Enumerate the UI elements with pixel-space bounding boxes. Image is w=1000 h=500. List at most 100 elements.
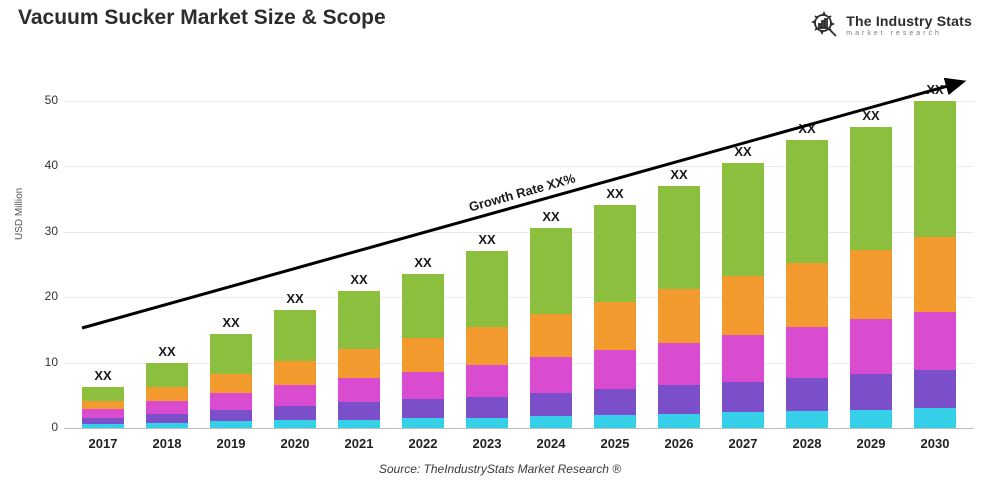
bar-segment: [210, 374, 252, 392]
bar-segment: [594, 389, 636, 415]
bar-segment: [850, 250, 892, 319]
x-tick: 2029: [850, 436, 892, 451]
bar-segment: [82, 418, 124, 424]
x-tick: 2024: [530, 436, 572, 451]
bar-segment: [594, 205, 636, 301]
bar-group: XX: [594, 68, 636, 428]
bar-segment: [82, 401, 124, 409]
bar-segment: [338, 291, 380, 350]
bar-group: XX: [146, 68, 188, 428]
y-tick: 0: [10, 420, 58, 434]
bar-segment: [338, 402, 380, 419]
bar-group: XX: [402, 68, 444, 428]
bar-segment: [914, 408, 956, 428]
bar-group: XX: [850, 68, 892, 428]
y-tick: 40: [10, 158, 58, 172]
x-tick: 2021: [338, 436, 380, 451]
bar-segment: [146, 414, 188, 423]
bar-segment: [722, 276, 764, 335]
bar-segment: [82, 387, 124, 401]
bar-segment: [274, 420, 316, 428]
x-axis-baseline: [64, 428, 974, 429]
bar-value-label: XX: [670, 167, 687, 182]
bar-value-label: XX: [414, 255, 431, 270]
bar-value-label: XX: [734, 144, 751, 159]
x-tick: 2025: [594, 436, 636, 451]
bar-segment: [466, 327, 508, 365]
bar-segment: [594, 350, 636, 389]
bar-group: XX: [914, 68, 956, 428]
source-attribution: Source: TheIndustryStats Market Research…: [0, 462, 1000, 476]
bar-segment: [850, 319, 892, 373]
bar-segment: [530, 416, 572, 428]
bar-group: XX: [530, 68, 572, 428]
bar-segment: [274, 406, 316, 420]
bar-segment: [722, 163, 764, 276]
bar-segment: [146, 387, 188, 400]
bar-value-label: XX: [606, 186, 623, 201]
bar-segment: [722, 335, 764, 381]
bar-segment: [530, 228, 572, 314]
bar-segment: [786, 411, 828, 428]
bar-segment: [274, 310, 316, 361]
bar-segment: [658, 289, 700, 343]
bar-group: XX: [82, 68, 124, 428]
x-tick: 2017: [82, 436, 124, 451]
bar-value-label: XX: [862, 108, 879, 123]
bar-segment: [402, 418, 444, 428]
brand-tagline: market research: [846, 30, 972, 37]
x-tick: 2022: [402, 436, 444, 451]
bar-segment: [658, 385, 700, 413]
bar-segment: [530, 393, 572, 417]
bar-segment: [466, 251, 508, 327]
x-tick: 2027: [722, 436, 764, 451]
brand-text: The Industry Stats market research: [846, 14, 972, 37]
gear-magnifier-icon: [810, 10, 840, 40]
bar-segment: [914, 312, 956, 370]
bar-value-label: XX: [478, 232, 495, 247]
bar-segment: [210, 393, 252, 410]
bar-segment: [274, 385, 316, 406]
brand-name: The Industry Stats: [846, 14, 972, 28]
bar-segment: [722, 412, 764, 428]
bar-segment: [594, 302, 636, 350]
bar-segment: [338, 420, 380, 429]
bar-value-label: XX: [350, 272, 367, 287]
y-tick: 50: [10, 93, 58, 107]
x-tick: 2020: [274, 436, 316, 451]
bar-group: XX: [210, 68, 252, 428]
x-tick: 2028: [786, 436, 828, 451]
bar-segment: [658, 186, 700, 289]
x-tick: 2019: [210, 436, 252, 451]
x-tick: 2030: [914, 436, 956, 451]
bar-segment: [402, 399, 444, 418]
bar-segment: [786, 263, 828, 327]
bar-segment: [146, 363, 188, 388]
bar-segment: [594, 415, 636, 428]
brand-logo: The Industry Stats market research: [810, 10, 972, 40]
bar-value-label: XX: [94, 368, 111, 383]
bar-segment: [786, 327, 828, 377]
bar-segment: [210, 421, 252, 428]
bar-segment: [914, 101, 956, 237]
bar-segment: [722, 382, 764, 413]
bar-group: XX: [722, 68, 764, 428]
bar-segment: [658, 343, 700, 386]
bar-value-label: XX: [542, 209, 559, 224]
bar-segment: [402, 274, 444, 338]
bar-segment: [274, 361, 316, 385]
bar-segment: [82, 424, 124, 428]
bar-segment: [210, 410, 252, 422]
bar-value-label: XX: [926, 82, 943, 97]
bar-segment: [466, 365, 508, 396]
bar-segment: [786, 140, 828, 263]
bar-segment: [146, 401, 188, 414]
bar-group: XX: [466, 68, 508, 428]
bar-segment: [914, 237, 956, 312]
bar-segment: [530, 314, 572, 357]
bar-segment: [466, 397, 508, 418]
bar-segment: [786, 378, 828, 411]
bar-segment: [850, 127, 892, 250]
bar-group: XX: [338, 68, 380, 428]
page-title: Vacuum Sucker Market Size & Scope: [18, 6, 386, 30]
